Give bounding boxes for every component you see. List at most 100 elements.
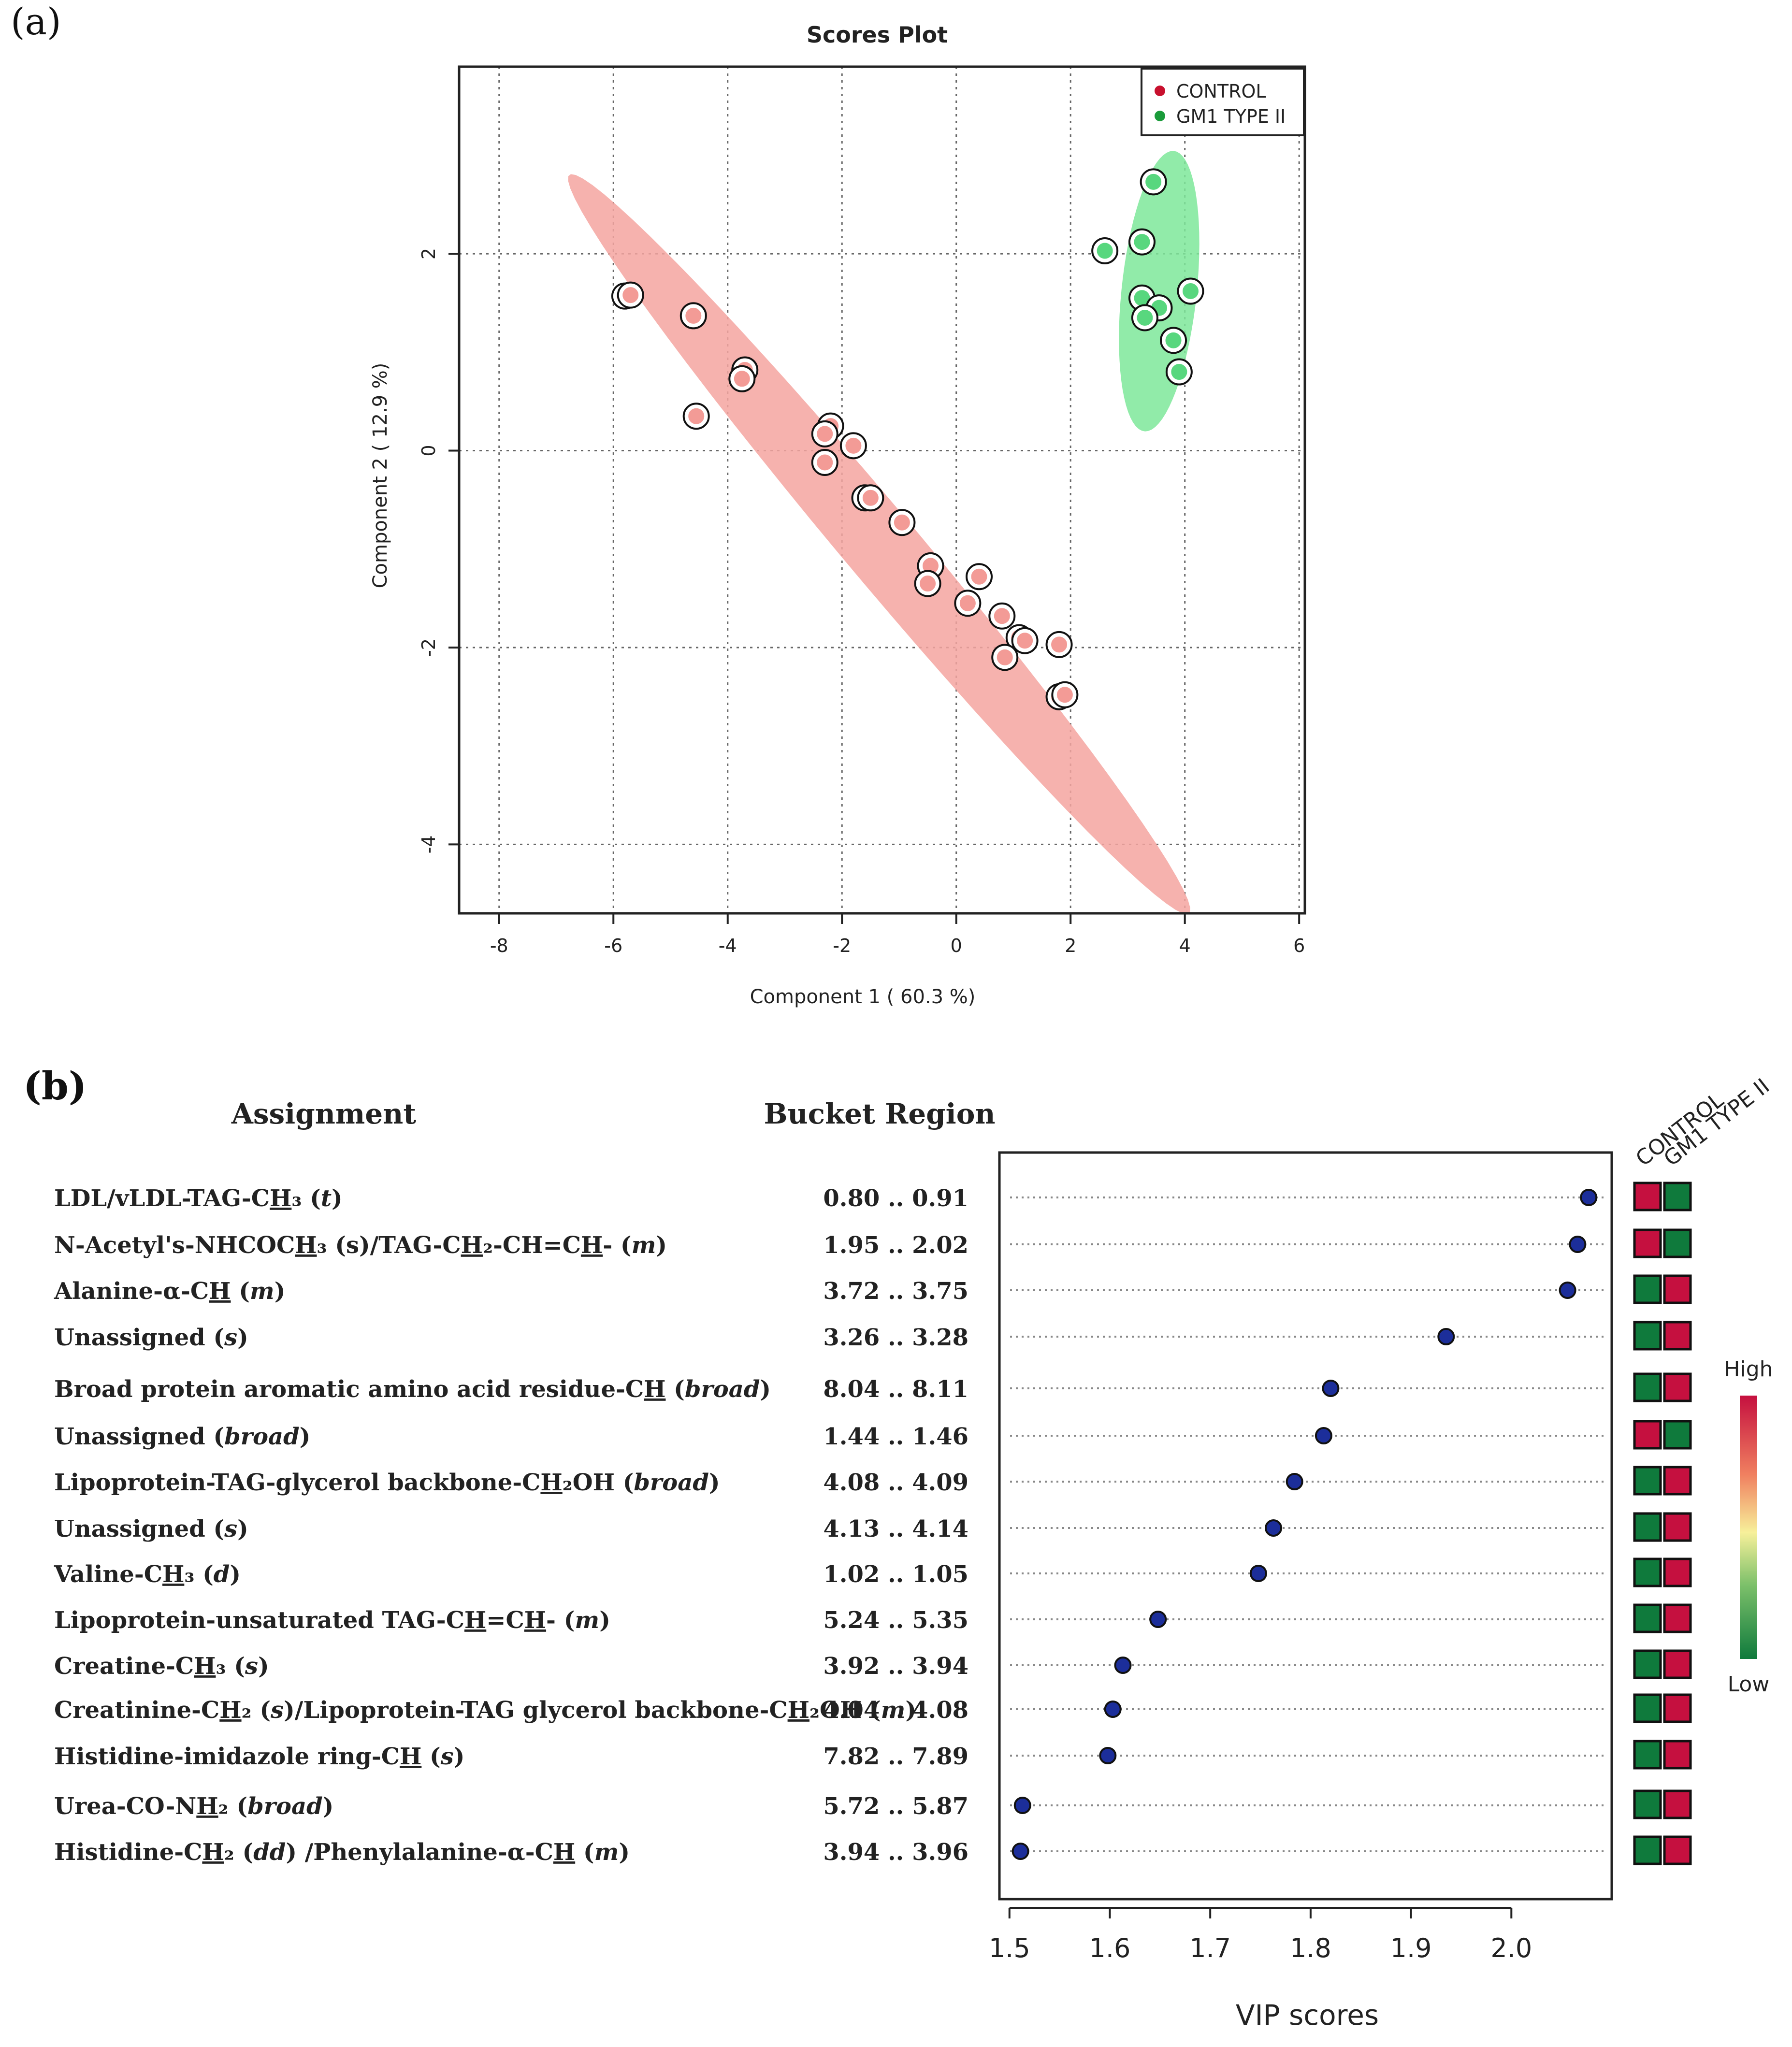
heat-cell-control [1633, 1693, 1662, 1723]
heat-cell-control [1633, 1557, 1662, 1587]
control-point-outline [1051, 681, 1079, 708]
bucket-label: 3.94 .. 3.96 [823, 1839, 968, 1866]
chart-title: Scores Plot [807, 22, 948, 48]
heat-cell-gm1 [1663, 1789, 1692, 1819]
vip-x-tick-label: 2.0 [1490, 1933, 1532, 1963]
legend-box [1141, 68, 1305, 136]
vip-point [1249, 1565, 1267, 1582]
assignment-label: LDL/vLDL-TAG-CH₃ (t) [54, 1185, 343, 1212]
control-point-outline [857, 484, 884, 512]
bucket-label: 5.72 .. 5.87 [823, 1793, 968, 1820]
legend-entry: CONTROL [1176, 81, 1266, 102]
bucket-label: 1.02 .. 1.05 [823, 1561, 968, 1588]
panel-b-label: (b) [23, 1063, 87, 1109]
vip-point [1322, 1380, 1340, 1397]
bucket-label: 3.26 .. 3.28 [823, 1324, 968, 1351]
x-tick-label: -6 [604, 935, 622, 956]
heat-cell-gm1 [1663, 1228, 1692, 1258]
control-point [858, 485, 883, 510]
x-axis-label: Component 1 ( 60.3 %) [750, 986, 976, 1008]
control-point-outline [1011, 627, 1039, 654]
assignment-label: Histidine-imidazole ring-CH (s) [54, 1743, 465, 1770]
legend-swatch [1155, 86, 1165, 96]
control-point [1047, 632, 1072, 657]
assignment-label: N-Acetyl's-NHCOCH₃ (s)/TAG-CH₂-CH=CH- (m… [54, 1232, 667, 1259]
heat-cell-control [1633, 1420, 1662, 1450]
y-tick-label: -4 [418, 835, 439, 853]
x-tick-label: 4 [1179, 935, 1191, 956]
heat-cell-gm1 [1663, 1649, 1692, 1679]
scores-plot: Scores Plot -8 -6 -4 -2 0 2 4 6 -4 -2 0 2 Component 1… [369, 22, 1306, 1008]
assignment-label: Lipoprotein-unsaturated TAG-CH=CH- (m) [54, 1607, 610, 1634]
control-point-outline [617, 281, 644, 309]
heat-cell-control [1633, 1321, 1662, 1351]
control-point-outline [682, 403, 710, 430]
vip-plot-frame [998, 1151, 1613, 1901]
heat-cell-gm1 [1663, 1182, 1692, 1211]
x-tick-label: -8 [490, 935, 508, 956]
bucket-label: 0.80 .. 0.91 [823, 1185, 968, 1212]
vip-x-axis-label: VIP scores [1236, 1999, 1379, 2032]
control-point-outline [991, 644, 1019, 671]
heat-cell-gm1 [1663, 1835, 1692, 1865]
legend-entry: GM1 TYPE II [1176, 106, 1286, 127]
control-point-outline [1045, 631, 1073, 658]
control-point-outline [728, 365, 756, 392]
gm1-point [1132, 305, 1157, 330]
control-point-outline [679, 302, 707, 330]
gm1-point-outline [1091, 237, 1119, 264]
legend-swatch [1155, 111, 1165, 121]
vip-point [1149, 1611, 1167, 1628]
control-point [889, 510, 914, 535]
control-point [812, 450, 838, 475]
vip-point [1104, 1701, 1122, 1718]
color-scale-bar [1740, 1396, 1757, 1659]
control-point-outline [966, 563, 993, 591]
control-point [618, 283, 643, 308]
vip-x-tick-label: 1.7 [1189, 1933, 1231, 1963]
plot-frame [458, 65, 1306, 915]
heat-cell-gm1 [1663, 1603, 1692, 1633]
vip-point [1569, 1236, 1587, 1253]
control-point [681, 303, 706, 328]
control-point-outline [914, 570, 941, 597]
vip-point [1013, 1797, 1031, 1814]
vip-point [1437, 1328, 1455, 1345]
heat-cell-control [1633, 1603, 1662, 1633]
bucket-label: 5.24 .. 5.35 [823, 1607, 968, 1634]
bucket-label: 4.04 .. 4.08 [823, 1697, 968, 1724]
y-axis-label: Component 2 ( 12.9 %) [369, 363, 391, 589]
control-point [992, 645, 1017, 670]
heat-cell-gm1 [1663, 1512, 1692, 1542]
control-point [915, 571, 940, 596]
bucket-label: 4.13 .. 4.14 [823, 1515, 968, 1542]
control-point-outline [988, 602, 1016, 630]
vip-x-tick-label: 1.5 [989, 1933, 1030, 1963]
control-point [684, 404, 709, 429]
assignment-label: Creatine-CH₃ (s) [54, 1653, 269, 1680]
y-tick-label: 2 [418, 248, 439, 259]
assignment-label: Broad protein aromatic amino acid residu… [54, 1376, 771, 1403]
header-assignment: Assignment [231, 1097, 417, 1130]
vip-point [1315, 1427, 1332, 1444]
heat-cell-gm1 [1663, 1372, 1692, 1402]
x-tick-label: 0 [951, 935, 962, 956]
vip-x-tick-label: 1.6 [1089, 1933, 1131, 1963]
x-tick-label: 6 [1293, 935, 1305, 956]
control-point [1052, 682, 1077, 707]
control-point-outline [811, 448, 838, 476]
confidence-ellipse-control [568, 174, 1190, 914]
heat-cell-gm1 [1663, 1693, 1692, 1723]
vip-panel: Assignment Bucket Region LDL/vLDL-TAG-CH₃ … [54, 1074, 1774, 2032]
control-point [989, 604, 1014, 629]
heat-cell-gm1 [1663, 1321, 1692, 1351]
control-point [955, 591, 980, 616]
gm1-point [1178, 278, 1203, 303]
gm1-point [1092, 238, 1117, 263]
vip-point [1580, 1189, 1598, 1206]
control-point [841, 433, 866, 458]
control-point [967, 564, 992, 589]
gm1-point [1161, 328, 1186, 353]
vip-point [1559, 1282, 1576, 1299]
